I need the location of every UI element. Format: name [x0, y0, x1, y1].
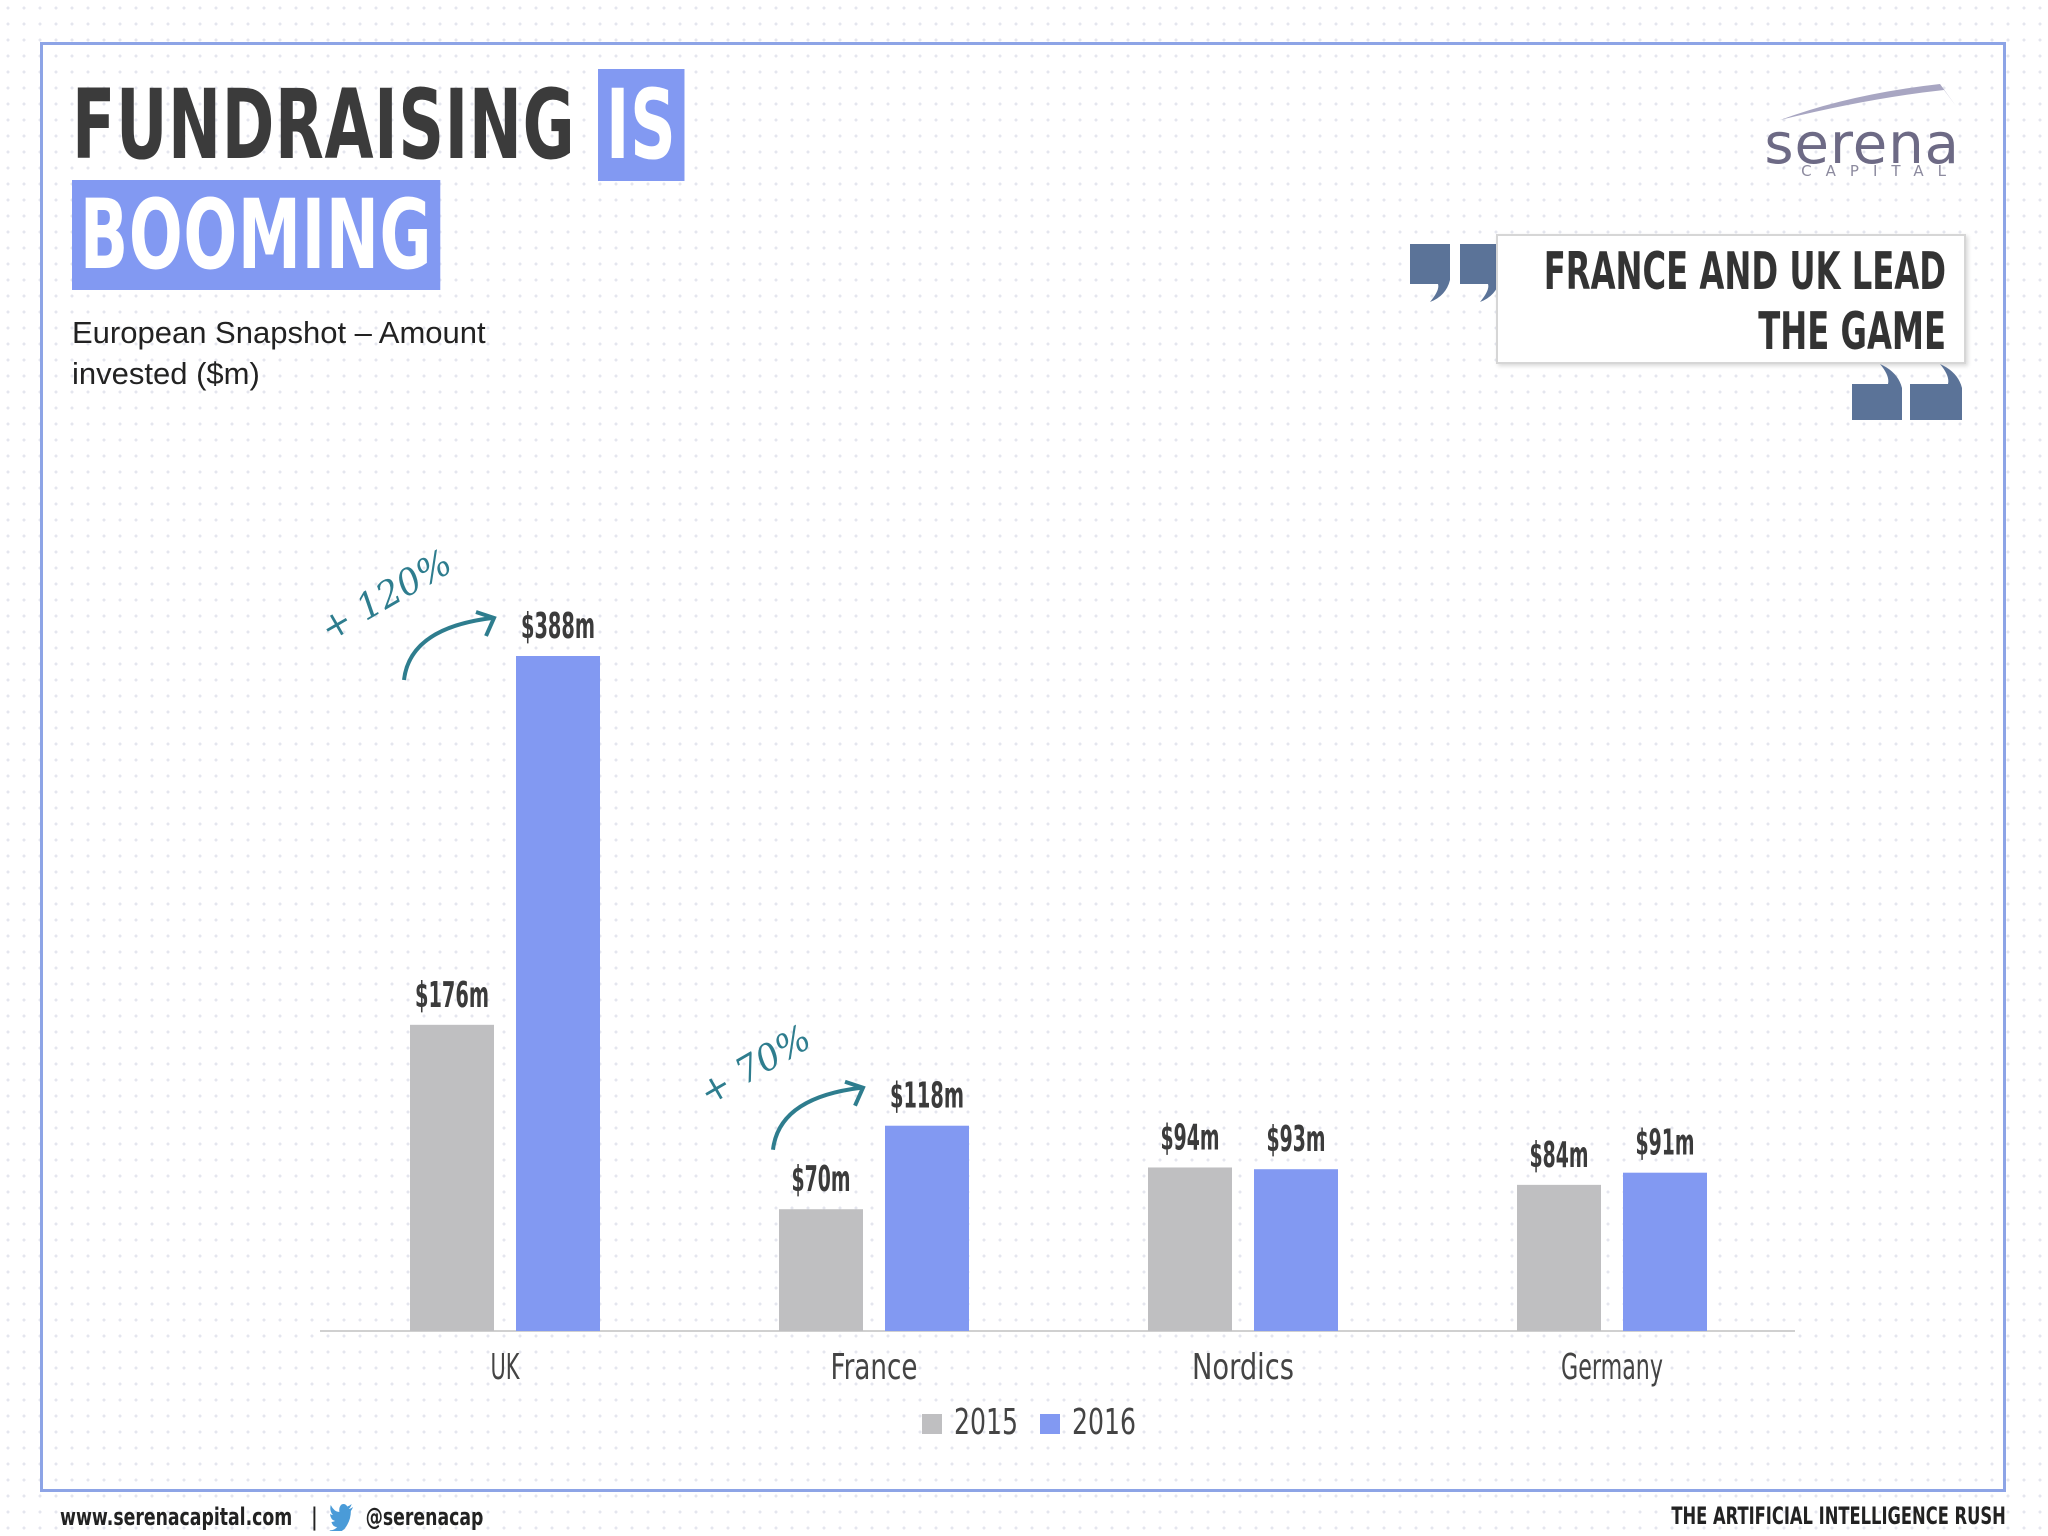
x-tick-label-france: France [831, 1347, 918, 1388]
bar-uk-2015 [410, 1024, 494, 1331]
footer-twitter-handle: @serenacap [365, 1503, 484, 1531]
bar-nordics-2015 [1148, 1167, 1232, 1331]
x-tick-label-nordics: Nordics [1192, 1347, 1294, 1388]
title-word-fundraising: FUNDRAISING [72, 69, 576, 181]
footer-report-title: THE ARTIFICIAL INTELLIGENCE RUSH [1671, 1502, 2006, 1530]
page-title: FUNDRAISING IS BOOMING [72, 69, 685, 290]
data-label-uk-2016: $388m [521, 606, 595, 647]
growth-arrowhead-icon [844, 1079, 866, 1107]
growth-annotation-uk: + 120% [313, 542, 497, 681]
growth-arrow-icon [771, 1085, 862, 1150]
data-label-nordics-2015: $94m [1161, 1117, 1220, 1158]
quote-text: FRANCE AND UK LEAD THE GAME [1543, 242, 1946, 362]
bar-france-2015 [779, 1209, 863, 1331]
growth-arrowhead-icon [475, 610, 497, 637]
x-tick-label-germany: Germany [1561, 1347, 1663, 1388]
data-label-france-2016: $118m [890, 1076, 964, 1117]
footer-separator: | [311, 1503, 318, 1531]
data-label-france-2015: $70m [792, 1159, 851, 1200]
data-label-germany-2015: $84m [1530, 1135, 1589, 1176]
bar-france-2016 [885, 1125, 969, 1331]
serena-capital-logo: serena CAPITAL [1760, 76, 1960, 186]
legend-label-2015: 2015 [954, 1402, 1018, 1443]
growth-annotation-text: + 70% [692, 1018, 818, 1114]
logo-subtext: CAPITAL [1801, 162, 1960, 180]
data-label-uk-2015: $176m [415, 975, 489, 1016]
footer-website: www.serenacapital.com [60, 1503, 293, 1531]
close-quote-icon [1852, 364, 1962, 420]
growth-arrow-icon [402, 616, 493, 681]
bar-uk-2016 [516, 656, 600, 1331]
data-label-germany-2016: $91m [1636, 1123, 1695, 1164]
quote-box: FRANCE AND UK LEAD THE GAME [1496, 234, 1966, 364]
footer-left: www.serenacapital.com | @serenacap [60, 1502, 483, 1531]
legend-swatch-2016 [1040, 1414, 1060, 1434]
bar-germany-2016 [1623, 1172, 1707, 1331]
bar-nordics-2016 [1254, 1169, 1338, 1331]
title-word-is: IS [597, 69, 685, 181]
logo-swoosh-icon [1780, 84, 1956, 120]
legend-swatch-2015 [922, 1414, 942, 1434]
growth-annotation-france: + 70% [692, 1018, 866, 1150]
chart-subtitle: European Snapshot – Amount invested ($m) [72, 315, 486, 391]
x-tick-label-uk: UK [491, 1347, 521, 1388]
twitter-bird-icon [329, 1504, 354, 1531]
data-label-nordics-2016: $93m [1267, 1119, 1326, 1160]
slide-frame [40, 42, 2006, 1492]
open-quote-icon [1410, 244, 1500, 302]
title-word-booming: BOOMING [72, 180, 441, 290]
legend-label-2016: 2016 [1072, 1402, 1136, 1443]
bar-chart: $176m $388m UK $70m $118m France $94m $93m Nordi… [313, 542, 1795, 1443]
bar-germany-2015 [1517, 1184, 1601, 1331]
logo-wordmark: serena [1764, 112, 1960, 177]
